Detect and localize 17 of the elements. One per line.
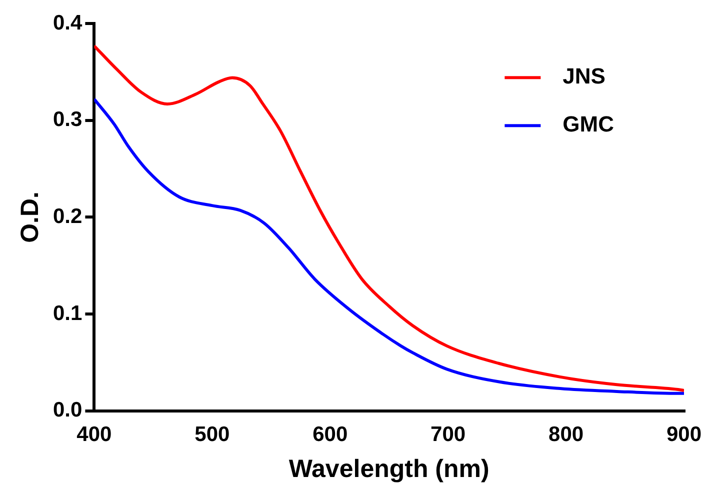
- x-tick-label: 900: [666, 423, 702, 446]
- legend-label: GMC: [562, 112, 614, 137]
- x-tick-label: 600: [312, 423, 348, 446]
- y-tick-label: 0.0: [52, 398, 82, 422]
- legend-label: JNS: [562, 64, 606, 89]
- line-series: [94, 98, 684, 395]
- y-tick-label: 0.3: [52, 108, 82, 132]
- y-tick-label: 0.4: [52, 11, 83, 34]
- y-axis-title: O.D.: [16, 191, 44, 243]
- x-tick-label: 400: [76, 423, 112, 446]
- x-tick-label: 700: [430, 423, 466, 446]
- y-tick-label: 0.1: [52, 302, 83, 325]
- y-tick-label: 0.2: [52, 204, 82, 228]
- x-axis-title: Wavelength (nm): [288, 454, 490, 483]
- x-tick-label: 800: [548, 423, 584, 446]
- x-tick-label: 500: [194, 423, 230, 446]
- line-series: [94, 44, 684, 392]
